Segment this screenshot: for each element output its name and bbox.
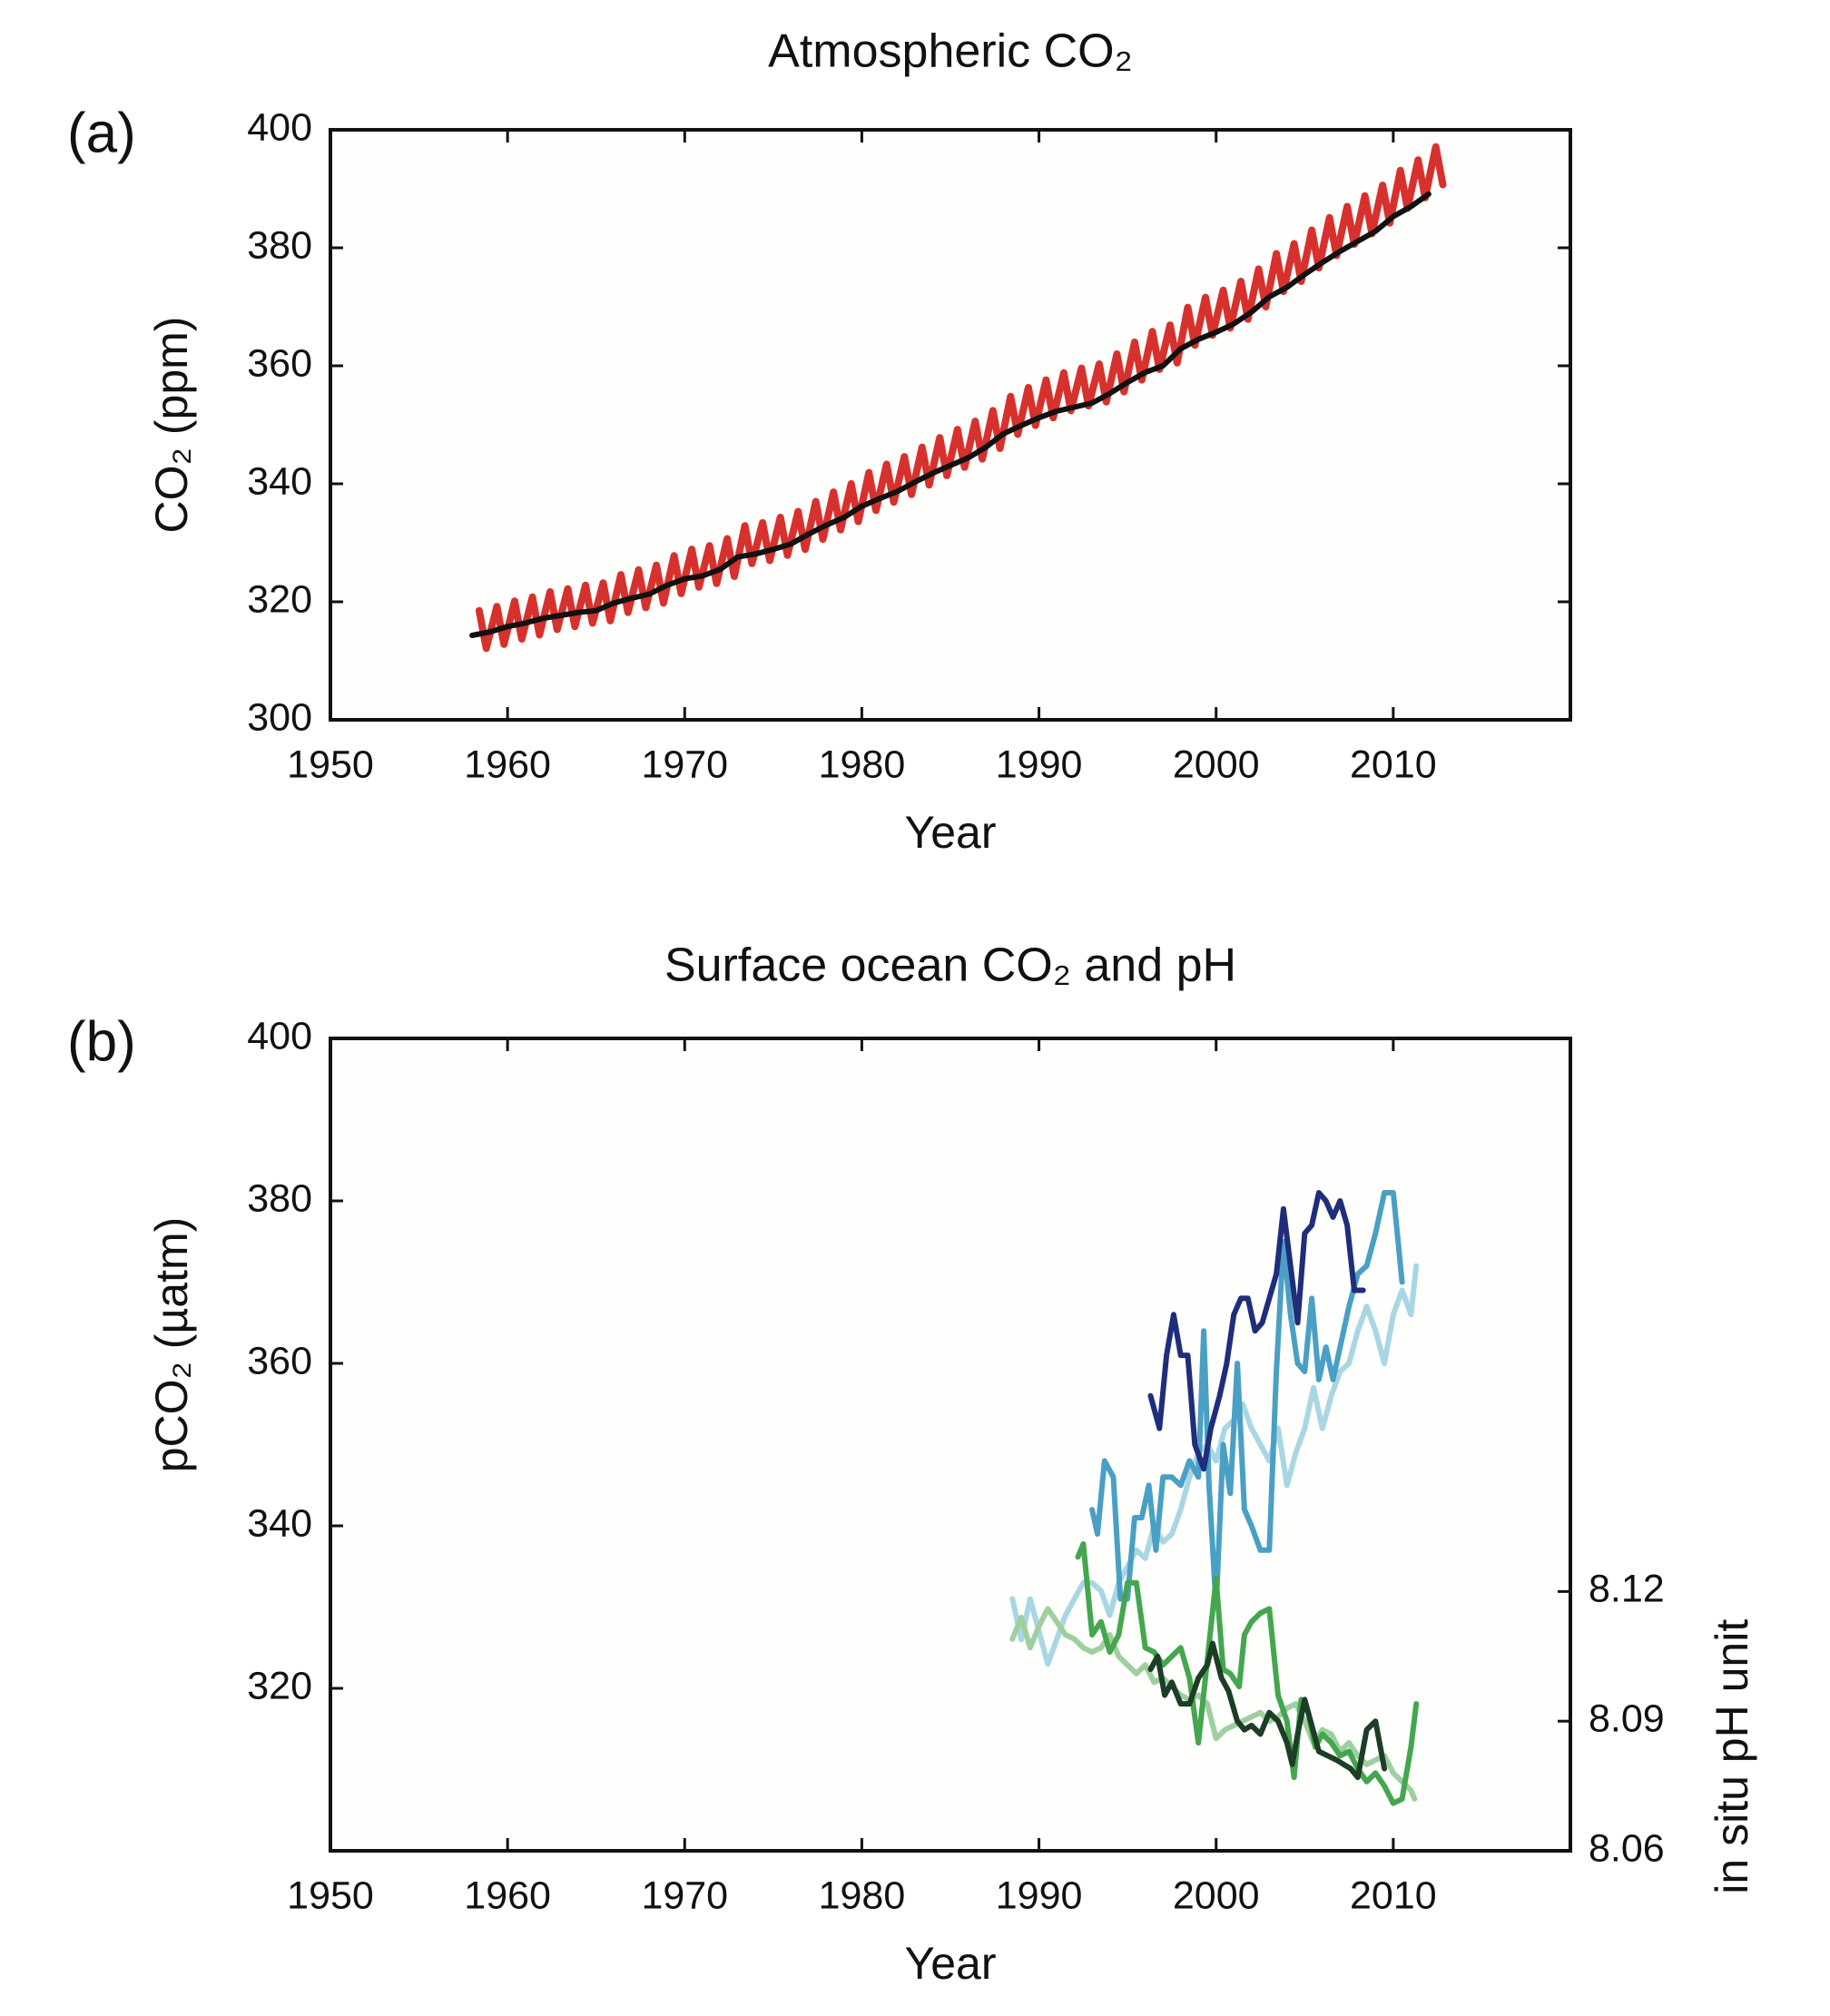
x-axis-title: Year bbox=[904, 807, 996, 858]
chart-title: Atmospheric CO₂ bbox=[768, 25, 1133, 78]
y-axis-title: pCO₂ (µatm) bbox=[146, 1217, 197, 1473]
y-tick-label: 320 bbox=[247, 577, 312, 621]
x-tick-label: 1960 bbox=[464, 742, 551, 786]
plot-background bbox=[330, 1038, 1570, 1851]
data-line bbox=[1009, 1263, 1420, 1667]
y2-tick-label: 8.09 bbox=[1589, 1697, 1665, 1741]
plot-frame bbox=[329, 128, 1572, 722]
data-line bbox=[1147, 1190, 1366, 1472]
y-tick-label: 300 bbox=[247, 695, 312, 739]
y2-tick-label: 8.06 bbox=[1589, 1826, 1665, 1870]
y-tick-label: 340 bbox=[247, 459, 312, 503]
panel-label: (a) bbox=[67, 102, 136, 164]
plot-frame bbox=[329, 1037, 1572, 1853]
x-tick-label: 1960 bbox=[464, 1873, 551, 1917]
x-tick-label: 1980 bbox=[819, 742, 906, 786]
y-axis-title: CO₂ (ppm) bbox=[146, 317, 197, 534]
x-tick-label: 1950 bbox=[287, 1873, 374, 1917]
y-tick-label: 320 bbox=[247, 1664, 312, 1707]
y2-axis-title: in situ pH unit bbox=[1707, 1619, 1757, 1894]
y2-tick-label: 8.12 bbox=[1589, 1568, 1665, 1611]
x-tick-label: 1970 bbox=[641, 1873, 728, 1917]
x-tick-label: 1980 bbox=[819, 1873, 906, 1917]
y-tick-label: 360 bbox=[247, 1339, 312, 1382]
y-tick-label: 360 bbox=[247, 341, 312, 385]
y-tick-label: 340 bbox=[247, 1501, 312, 1545]
data-line bbox=[469, 191, 1432, 638]
x-tick-label: 2010 bbox=[1350, 1873, 1437, 1917]
data-line bbox=[1147, 1640, 1388, 1781]
x-tick-label: 1990 bbox=[996, 1873, 1083, 1917]
x-tick-label: 1970 bbox=[641, 742, 728, 786]
data-line bbox=[1089, 1190, 1405, 1610]
chart-title: Surface ocean CO₂ and pH bbox=[664, 939, 1236, 992]
x-axis-title: Year bbox=[904, 1938, 996, 1989]
x-tick-label: 2010 bbox=[1350, 742, 1437, 786]
x-tick-label: 1950 bbox=[287, 742, 374, 786]
x-tick-label: 2000 bbox=[1173, 742, 1260, 786]
panel-label: (b) bbox=[67, 1010, 136, 1073]
y-tick-label: 380 bbox=[247, 223, 312, 267]
y-tick-label: 400 bbox=[247, 105, 312, 149]
x-tick-label: 1990 bbox=[996, 742, 1083, 786]
x-tick-label: 2000 bbox=[1173, 1873, 1260, 1917]
plot-background bbox=[330, 130, 1570, 720]
data-line bbox=[1009, 1606, 1418, 1802]
y-tick-label: 380 bbox=[247, 1176, 312, 1220]
y-tick-label: 400 bbox=[247, 1014, 312, 1057]
data-line bbox=[475, 143, 1447, 653]
